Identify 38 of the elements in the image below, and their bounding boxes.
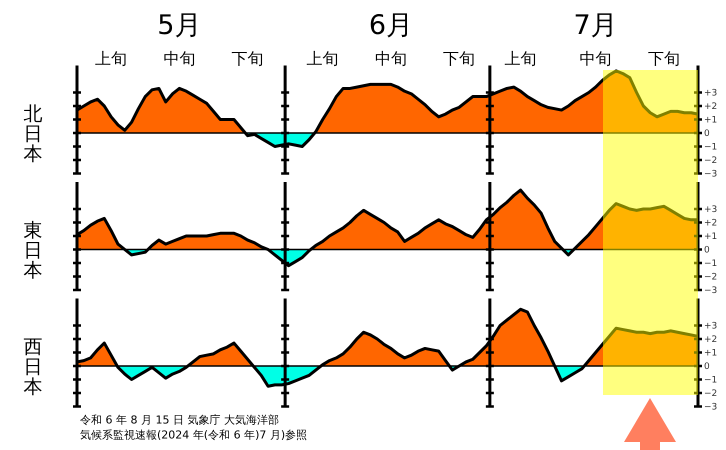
x-tick-label: 下旬 xyxy=(648,49,680,68)
y-tick-label: −2 xyxy=(704,156,718,166)
y-tick-label: +3 xyxy=(704,322,718,332)
y-tick-label: −3 xyxy=(704,170,718,180)
y-tick-label: −1 xyxy=(704,142,718,153)
y-tick-label: −3 xyxy=(704,402,718,413)
y-tick-label: +2 xyxy=(704,218,718,229)
x-tick-label: 上旬 xyxy=(95,49,128,68)
y-tick-label: 0 xyxy=(704,246,710,256)
y-tick-label: 0 xyxy=(704,129,710,140)
y-tick-label: +2 xyxy=(704,335,718,346)
x-tick-label: 上旬 xyxy=(306,49,339,68)
y-axis-title: 西日本 xyxy=(24,336,42,398)
y-tick-label: −3 xyxy=(704,286,718,296)
y-tick-label: +1 xyxy=(704,232,718,242)
y-tick-label: +2 xyxy=(704,102,718,112)
x-tick-label: 中旬 xyxy=(163,49,196,68)
y-tick-label: −2 xyxy=(704,272,718,283)
y-tick-label: −1 xyxy=(704,259,718,270)
x-tick-label: 下旬 xyxy=(443,49,476,68)
y-tick-label: +3 xyxy=(704,88,718,99)
x-tick-label: 下旬 xyxy=(232,49,264,68)
text: 気候系監視速報(2024 年(令和 6 年)7 月)参照 xyxy=(80,428,308,442)
y-tick-label: +3 xyxy=(704,205,718,216)
text: 6月 xyxy=(368,10,414,41)
y-axis-title: 東日本 xyxy=(24,220,42,282)
text: 5月 xyxy=(157,10,202,41)
x-tick-label: 中旬 xyxy=(580,49,612,68)
x-tick-label: 上旬 xyxy=(504,49,537,68)
y-tick-label: −1 xyxy=(704,376,718,386)
y-tick-label: +1 xyxy=(704,348,718,359)
x-tick-label: 中旬 xyxy=(374,49,407,68)
text: 令和 6 年 8 月 15 日 気象庁 大気海洋部 xyxy=(80,414,279,426)
y-tick-label: +1 xyxy=(704,116,718,126)
y-tick-label: 0 xyxy=(704,362,710,372)
y-tick-label: −2 xyxy=(704,389,718,400)
text: 7月 xyxy=(574,10,618,41)
y-axis-title: 北日本 xyxy=(24,103,42,165)
